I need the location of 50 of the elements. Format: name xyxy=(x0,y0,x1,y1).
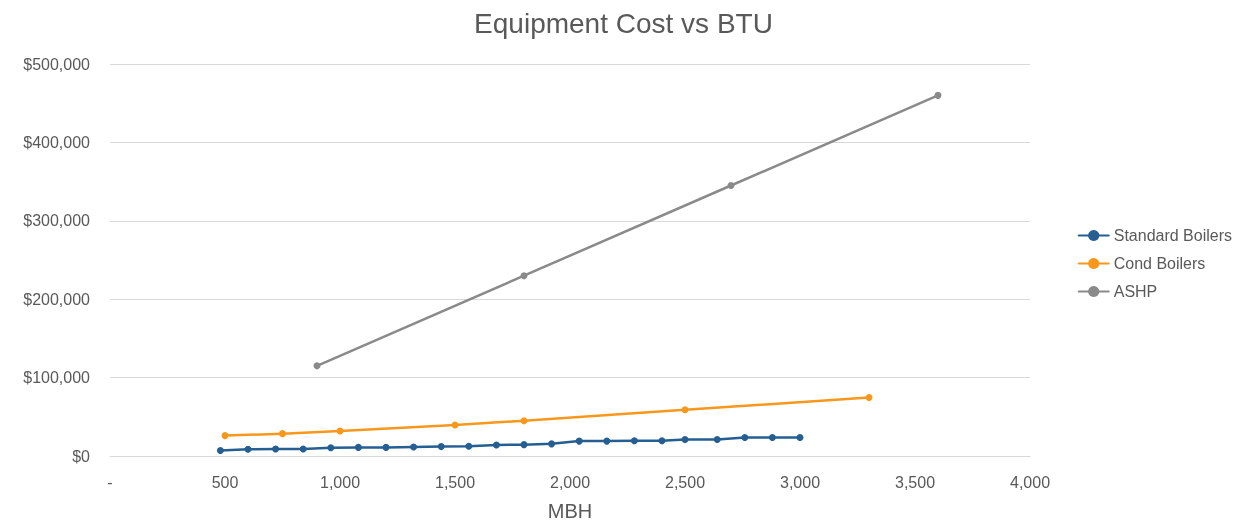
point xyxy=(630,437,638,445)
y-tick-label: $0 xyxy=(72,447,91,465)
point xyxy=(865,394,873,402)
point xyxy=(520,272,528,280)
point xyxy=(354,443,362,451)
point xyxy=(216,447,224,455)
point xyxy=(221,432,229,440)
point xyxy=(437,443,445,451)
point xyxy=(603,437,611,445)
point xyxy=(681,406,689,414)
point xyxy=(520,441,528,449)
x-axis-title: MBH xyxy=(547,500,593,522)
point xyxy=(681,436,689,444)
point xyxy=(575,437,583,445)
x-tick-label: 1,000 xyxy=(319,473,361,491)
y-tick-label: $500,000 xyxy=(23,55,91,73)
point xyxy=(492,441,500,449)
y-tick-label: $100,000 xyxy=(23,369,91,387)
point xyxy=(279,430,286,438)
point xyxy=(327,444,335,452)
x-tick-label: 3,500 xyxy=(894,473,936,491)
point xyxy=(768,434,776,442)
x-tick-label: 500 xyxy=(211,473,239,491)
x-tick-label: 3,000 xyxy=(779,473,821,491)
point xyxy=(520,417,528,425)
y-tick-label: $400,000 xyxy=(23,133,91,151)
x-tick-label: - xyxy=(107,473,113,491)
legend-label: Cond Boilers xyxy=(1113,255,1206,272)
point xyxy=(382,443,390,451)
y-tick-label: $300,000 xyxy=(23,212,91,230)
point xyxy=(272,445,280,453)
point xyxy=(299,445,307,453)
x-tick-label: 2,500 xyxy=(664,473,706,491)
point xyxy=(741,434,749,442)
point xyxy=(796,434,804,442)
chart-title: Equipment Cost vs BTU xyxy=(474,7,773,39)
point xyxy=(410,443,418,451)
x-tick-label: 1,500 xyxy=(434,473,476,491)
point xyxy=(713,436,721,444)
x-tick-label: 4,000 xyxy=(1009,473,1051,491)
point xyxy=(244,445,252,453)
point xyxy=(934,91,942,99)
point xyxy=(465,442,473,450)
legend-label: ASHP xyxy=(1113,283,1158,300)
legend-label: Standard Boilers xyxy=(1113,227,1233,244)
y-tick-label: $200,000 xyxy=(23,290,91,308)
point xyxy=(727,182,735,190)
point xyxy=(658,437,666,445)
x-tick-label: 2,000 xyxy=(549,473,591,491)
point xyxy=(548,440,556,448)
